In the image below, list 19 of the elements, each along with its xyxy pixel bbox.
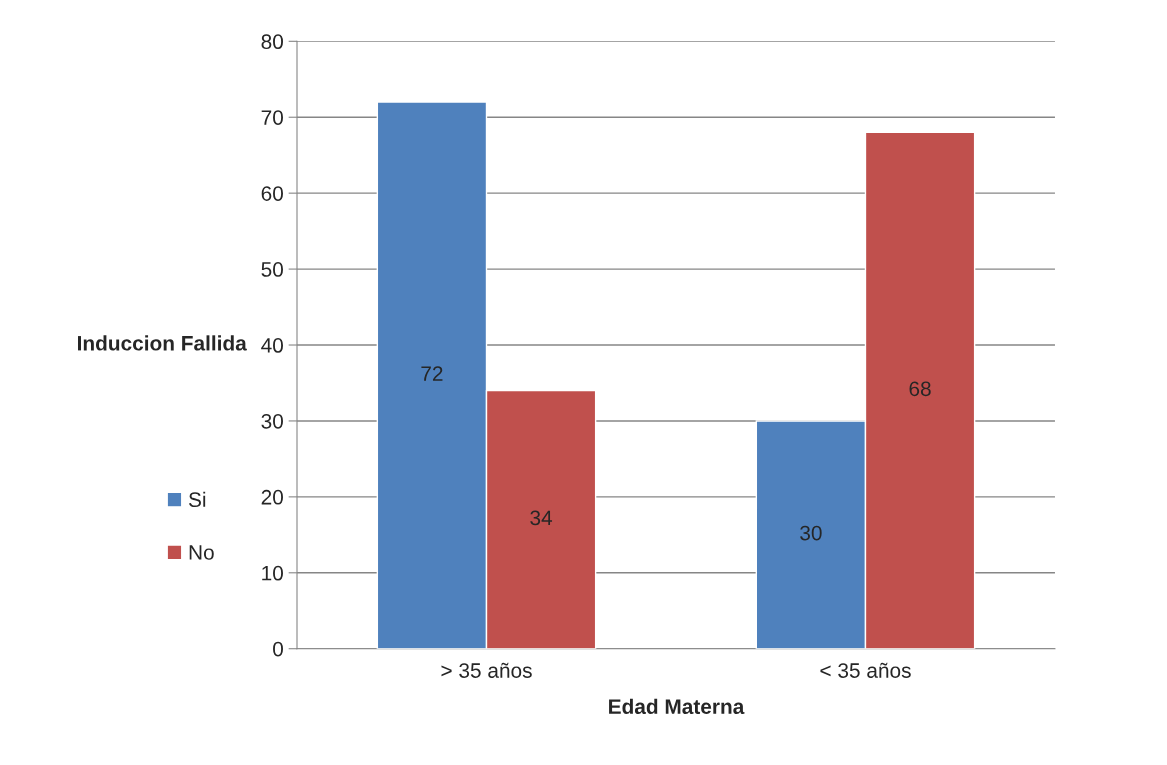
y-tick-label: 60 (261, 186, 283, 201)
y-tick-label: 10 (262, 565, 283, 581)
y-tick-label: 30 (261, 413, 283, 429)
x-tick-label: > 35 años (441, 662, 532, 678)
y-tick-label: 50 (261, 262, 283, 277)
x-tick-label: < 35 años (820, 662, 911, 678)
data-label: 68 (909, 381, 931, 397)
y-axis-title: Induccion Fallida (78, 335, 247, 351)
x-axis-title: Edad Materna (609, 698, 745, 714)
y-tick-label: 0 (273, 641, 283, 657)
y-tick-label: 20 (261, 489, 283, 505)
legend-label: No (189, 545, 214, 560)
data-label: 34 (530, 510, 553, 526)
legend-label: Si (188, 491, 206, 508)
y-tick-label: 80 (261, 34, 283, 50)
data-label: 30 (800, 525, 822, 541)
data-label: 72 (421, 366, 443, 381)
y-tick-label: 40 (261, 338, 283, 353)
y-tick-label: 70 (261, 110, 283, 125)
